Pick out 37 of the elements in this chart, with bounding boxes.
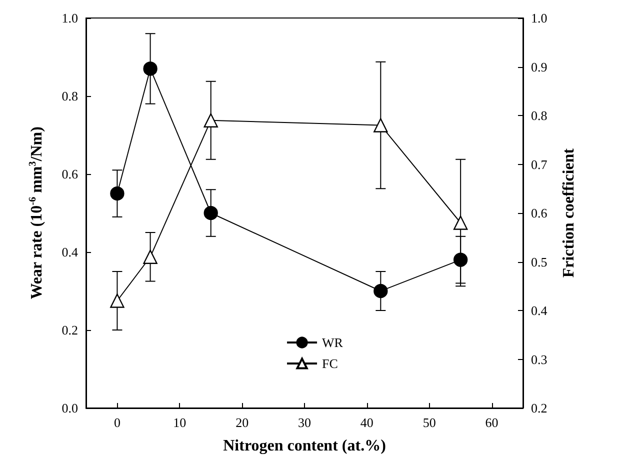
x-tick-label: 30 — [298, 415, 311, 430]
y-tick-label: 1.0 — [62, 10, 78, 26]
x-tick-label: 40 — [360, 415, 374, 430]
y2-axis-title: Friction coefficient — [560, 148, 578, 278]
point — [374, 118, 388, 132]
y2-tick-label: 0.6 — [531, 206, 548, 220]
y2-tick-label: 0.8 — [531, 108, 548, 123]
y2-tick-label: 0.5 — [531, 254, 548, 270]
y-axis-title: Wear rate (10-6 mm3/Nm) — [28, 126, 46, 300]
y2-tick-label: 0.9 — [531, 59, 548, 74]
legend-label: FC — [322, 356, 338, 371]
point — [110, 294, 124, 308]
x-tick-label: 50 — [422, 415, 436, 430]
y2-tick-label: 0.2 — [531, 400, 548, 416]
y2-tick-label: 0.7 — [531, 156, 548, 172]
x-tick-label: 0 — [114, 415, 120, 430]
y-tick-label: 0.8 — [62, 88, 78, 104]
point — [143, 250, 158, 264]
point — [374, 284, 388, 298]
x-tick-label: 10 — [173, 415, 186, 430]
point — [204, 206, 218, 220]
y-tick-label: 0.0 — [62, 400, 78, 416]
point — [453, 252, 468, 267]
y2-tick-label: 0.4 — [531, 303, 548, 318]
point — [143, 62, 158, 76]
x-tick-label: 20 — [236, 415, 249, 430]
point — [453, 216, 468, 230]
y2-tick-label: 1.0 — [531, 10, 548, 26]
y-tick-label: 0.2 — [62, 322, 78, 338]
point — [110, 186, 124, 201]
legend-label: WR — [322, 335, 344, 350]
y-tick-label: 0.4 — [62, 244, 78, 260]
x-axis-title: Nitrogen content (at.%) — [223, 438, 386, 454]
x-tick-label: 60 — [485, 415, 498, 430]
point — [204, 113, 218, 128]
y-tick-label: 0.6 — [62, 166, 78, 182]
y2-tick-label: 0.3 — [531, 352, 548, 367]
